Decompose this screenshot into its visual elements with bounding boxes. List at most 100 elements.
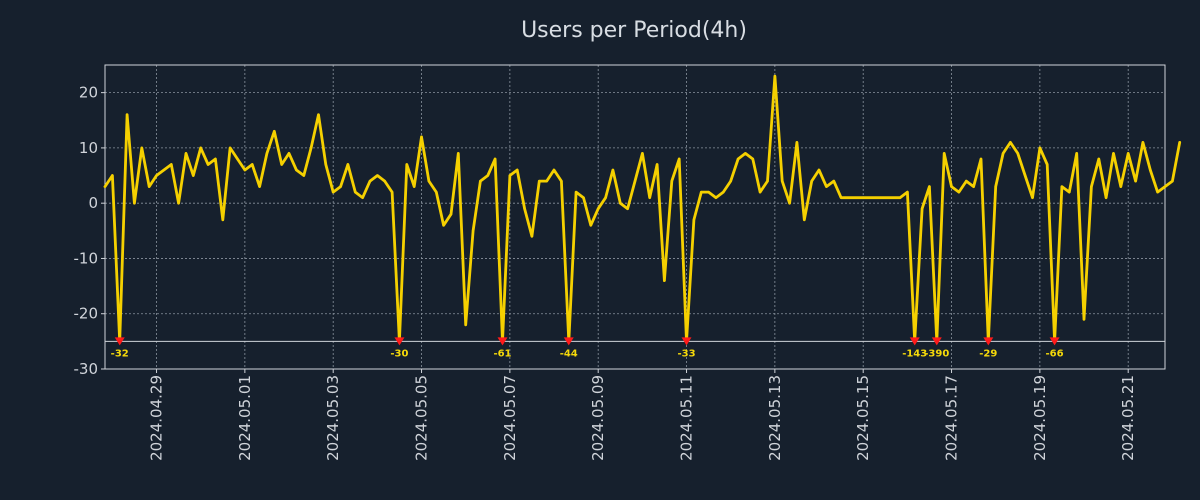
data-point <box>861 196 865 199</box>
data-point <box>383 179 386 183</box>
data-point <box>1149 168 1152 172</box>
x-tick-label: 2024.05.19 <box>1031 375 1049 461</box>
data-point <box>177 201 180 205</box>
x-tick-label: 2024.05.11 <box>678 375 696 461</box>
data-point <box>1178 141 1181 144</box>
data-point <box>1075 152 1078 155</box>
clip-marker <box>563 337 574 346</box>
x-tick-label: 2024.05.05 <box>413 375 431 461</box>
clip-marker <box>983 337 994 346</box>
data-point <box>626 207 629 210</box>
x-tick-label: 2024.05.13 <box>766 375 784 461</box>
data-point <box>942 152 946 155</box>
data-point <box>361 196 364 199</box>
data-point <box>412 185 416 188</box>
data-point <box>854 196 858 199</box>
data-point <box>339 185 342 188</box>
data-point <box>994 185 997 188</box>
y-tick-label: 20 <box>79 84 98 102</box>
data-point <box>648 196 651 199</box>
data-point <box>376 174 379 177</box>
data-point <box>574 190 578 194</box>
data-point <box>368 179 372 183</box>
data-point <box>471 229 475 233</box>
x-tick-label: 2024.05.21 <box>1119 375 1137 461</box>
axes: 20 10 0 -10 -20 -30 2024.04.29 2024.05.01 2024.0… <box>74 64 1166 461</box>
series-line <box>103 74 1182 343</box>
data-point <box>1097 157 1100 161</box>
data-point <box>155 174 158 177</box>
data-point <box>560 179 563 183</box>
data-point <box>700 190 703 194</box>
data-point <box>265 152 269 155</box>
data-point <box>1023 174 1027 177</box>
data-point <box>839 196 843 199</box>
data-point <box>214 157 217 161</box>
plot-frame <box>104 64 1166 370</box>
data-point <box>736 157 740 161</box>
data-point <box>832 179 835 183</box>
data-point <box>596 207 600 210</box>
clip-markers: -32 -30 -61 -44 -33 -143-390 -29 -66 <box>111 337 1064 359</box>
clip-marker <box>497 337 508 346</box>
data-point <box>744 152 747 155</box>
data-point <box>125 113 129 116</box>
data-point <box>663 279 666 282</box>
data-point <box>346 163 350 166</box>
data-point <box>670 179 674 183</box>
data-point <box>435 190 438 194</box>
data-point <box>140 146 144 150</box>
data-point <box>979 157 983 161</box>
clip-value-label: -143 <box>902 348 927 359</box>
data-point <box>920 207 924 210</box>
data-point <box>111 174 114 177</box>
x-tick-label: 2024.05.07 <box>501 375 519 461</box>
clip-value-label: -30 <box>390 348 408 359</box>
clip-value-label: -390 <box>924 348 949 359</box>
y-tick-label: 0 <box>88 194 98 212</box>
data-point <box>457 152 460 155</box>
data-point <box>1060 185 1064 188</box>
data-point <box>449 213 453 216</box>
data-point <box>611 168 615 172</box>
data-point <box>331 190 335 194</box>
clip-marker <box>909 337 920 346</box>
x-tick-label: 2024.05.03 <box>324 375 342 461</box>
data-point <box>243 168 247 172</box>
data-point <box>258 185 261 188</box>
clip-marker <box>681 337 692 346</box>
data-point <box>1104 196 1108 199</box>
data-point <box>817 168 821 172</box>
x-tick-label: 2024.05.15 <box>854 375 872 461</box>
clip-value-label: -44 <box>560 348 578 359</box>
data-point <box>508 174 512 177</box>
data-point <box>427 179 431 183</box>
x-tick-label: 2024.05.09 <box>589 375 607 461</box>
clip-marker <box>1049 337 1060 346</box>
data-point <box>655 163 659 166</box>
data-point <box>420 135 423 139</box>
data-point <box>1163 185 1167 188</box>
data-point <box>1171 179 1174 183</box>
data-point <box>1112 152 1115 155</box>
x-tick-label: 2024.05.17 <box>943 375 961 461</box>
x-tick-label: 2024.04.29 <box>148 375 166 461</box>
data-point <box>317 113 320 116</box>
data-point <box>758 190 762 194</box>
data-point <box>677 157 681 161</box>
data-point <box>221 218 224 221</box>
data-point <box>206 163 210 166</box>
data-point <box>1082 318 1086 321</box>
data-point <box>1038 146 1042 150</box>
data-point <box>1009 141 1012 144</box>
data-point <box>965 179 968 183</box>
data-point <box>589 224 593 227</box>
data-point <box>1031 196 1034 199</box>
clip-marker <box>931 337 942 346</box>
data-point <box>354 190 357 194</box>
data-point <box>273 130 276 133</box>
data-point <box>633 179 637 183</box>
data-point <box>545 179 548 183</box>
data-point <box>530 235 534 238</box>
